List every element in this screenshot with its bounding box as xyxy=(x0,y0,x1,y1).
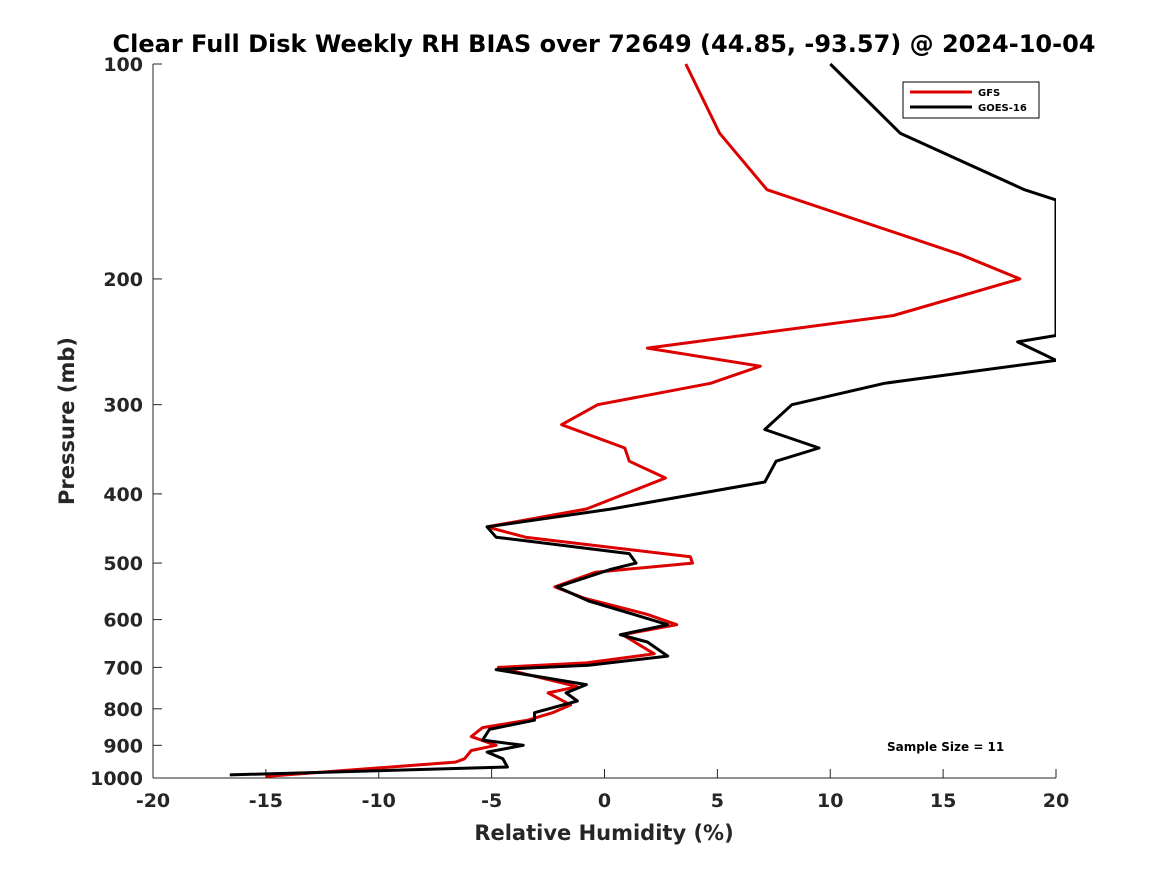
x-tick-label: -5 xyxy=(481,790,502,812)
x-tick-label: -15 xyxy=(249,790,283,812)
y-tick-label: 900 xyxy=(103,735,143,757)
x-tick-label: -20 xyxy=(136,790,170,812)
x-tick-label: 0 xyxy=(598,790,611,812)
x-tick-label: 5 xyxy=(711,790,724,812)
series-layer xyxy=(229,62,1056,778)
legend-box xyxy=(902,81,1040,119)
x-tick-label: 20 xyxy=(1043,790,1069,812)
y-tick-label: 600 xyxy=(103,610,143,632)
series-line-goes-16 xyxy=(229,62,1056,777)
x-tick-label: 15 xyxy=(930,790,956,812)
x-axis-label: Relative Humidity (%) xyxy=(474,821,733,845)
y-axis-label: Pressure (mb) xyxy=(55,337,79,505)
y-tick-label: 1000 xyxy=(90,768,143,790)
x-tick-label: 10 xyxy=(817,790,843,812)
x-tick-label: -10 xyxy=(362,790,396,812)
y-tick-label: 100 xyxy=(103,54,143,76)
chart-title: Clear Full Disk Weekly RH BIAS over 7264… xyxy=(113,30,1096,58)
y-tick-label: 400 xyxy=(103,484,143,506)
y-tick-label: 500 xyxy=(103,553,143,575)
legend-label-goes16: GOES-16 xyxy=(978,103,1027,114)
y-axis-ticks: 100 200 300 400 500 600 700 800 900 1000 xyxy=(90,54,162,790)
sample-size-annotation: Sample Size = 11 xyxy=(887,740,1004,754)
legend: GFS GOES-16 xyxy=(902,81,1040,119)
x-axis-ticks: -20 -15 -10 -5 0 5 10 15 20 xyxy=(136,769,1069,812)
y-tick-label: 300 xyxy=(103,395,143,417)
y-tick-label: 200 xyxy=(103,269,143,291)
legend-label-gfs: GFS xyxy=(978,88,1000,99)
y-tick-label: 700 xyxy=(103,657,143,679)
y-tick-label: 800 xyxy=(103,699,143,721)
